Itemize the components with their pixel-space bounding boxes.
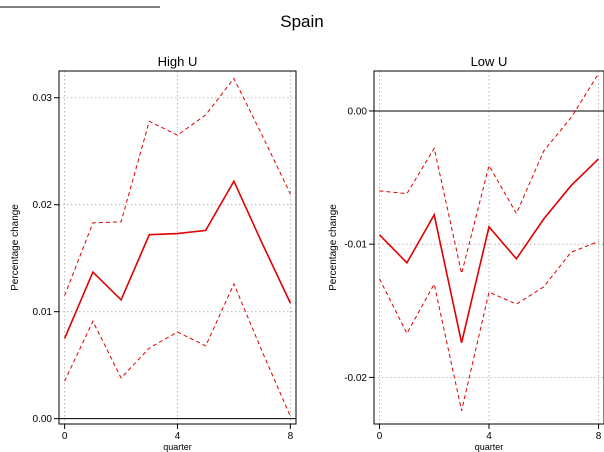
x-tick-label: 4 <box>175 431 181 442</box>
x-tick-label: 0 <box>62 431 68 442</box>
y-tick-label: 0.02 <box>33 200 53 211</box>
y-axis-label: Percentage change <box>328 204 339 291</box>
panel-high-u: High U 0.00 0.01 0.02 0.03 0 4 8 quarter Percenta… <box>10 54 297 452</box>
y-tick-label: 0.01 <box>33 307 53 318</box>
y-tick-label: 0.00 <box>348 106 368 117</box>
y-tick-label: 0.00 <box>33 414 53 425</box>
x-tick-label: 0 <box>377 431 383 442</box>
figure-title: Spain <box>280 12 323 31</box>
panel-low-u: Low U 0.00 -0.01 -0.02 0 4 8 quarter Percentage … <box>328 54 604 452</box>
y-tick-label: -0.01 <box>344 240 367 251</box>
series-group <box>63 77 292 417</box>
panel-title: High U <box>158 54 198 69</box>
x-axis-label: quarter <box>163 442 192 452</box>
series-line-estimate <box>63 179 292 339</box>
series-line-upper <box>64 77 291 296</box>
x-tick-label: 4 <box>486 431 492 442</box>
y-tick-label: 0.03 <box>33 93 53 104</box>
series-line-lower <box>64 282 291 417</box>
panel-title: Low U <box>471 54 508 69</box>
y-tick-label: -0.02 <box>344 373 367 384</box>
series-line-lower <box>379 241 599 411</box>
x-axis-label: quarter <box>475 442 504 452</box>
series-line-upper <box>379 73 599 274</box>
x-tick-label: 8 <box>288 431 294 442</box>
x-tick-label: 8 <box>596 431 602 442</box>
y-axis-label: Percentage change <box>10 204 21 291</box>
series-group <box>378 73 600 411</box>
series-line-estimate <box>378 158 600 343</box>
